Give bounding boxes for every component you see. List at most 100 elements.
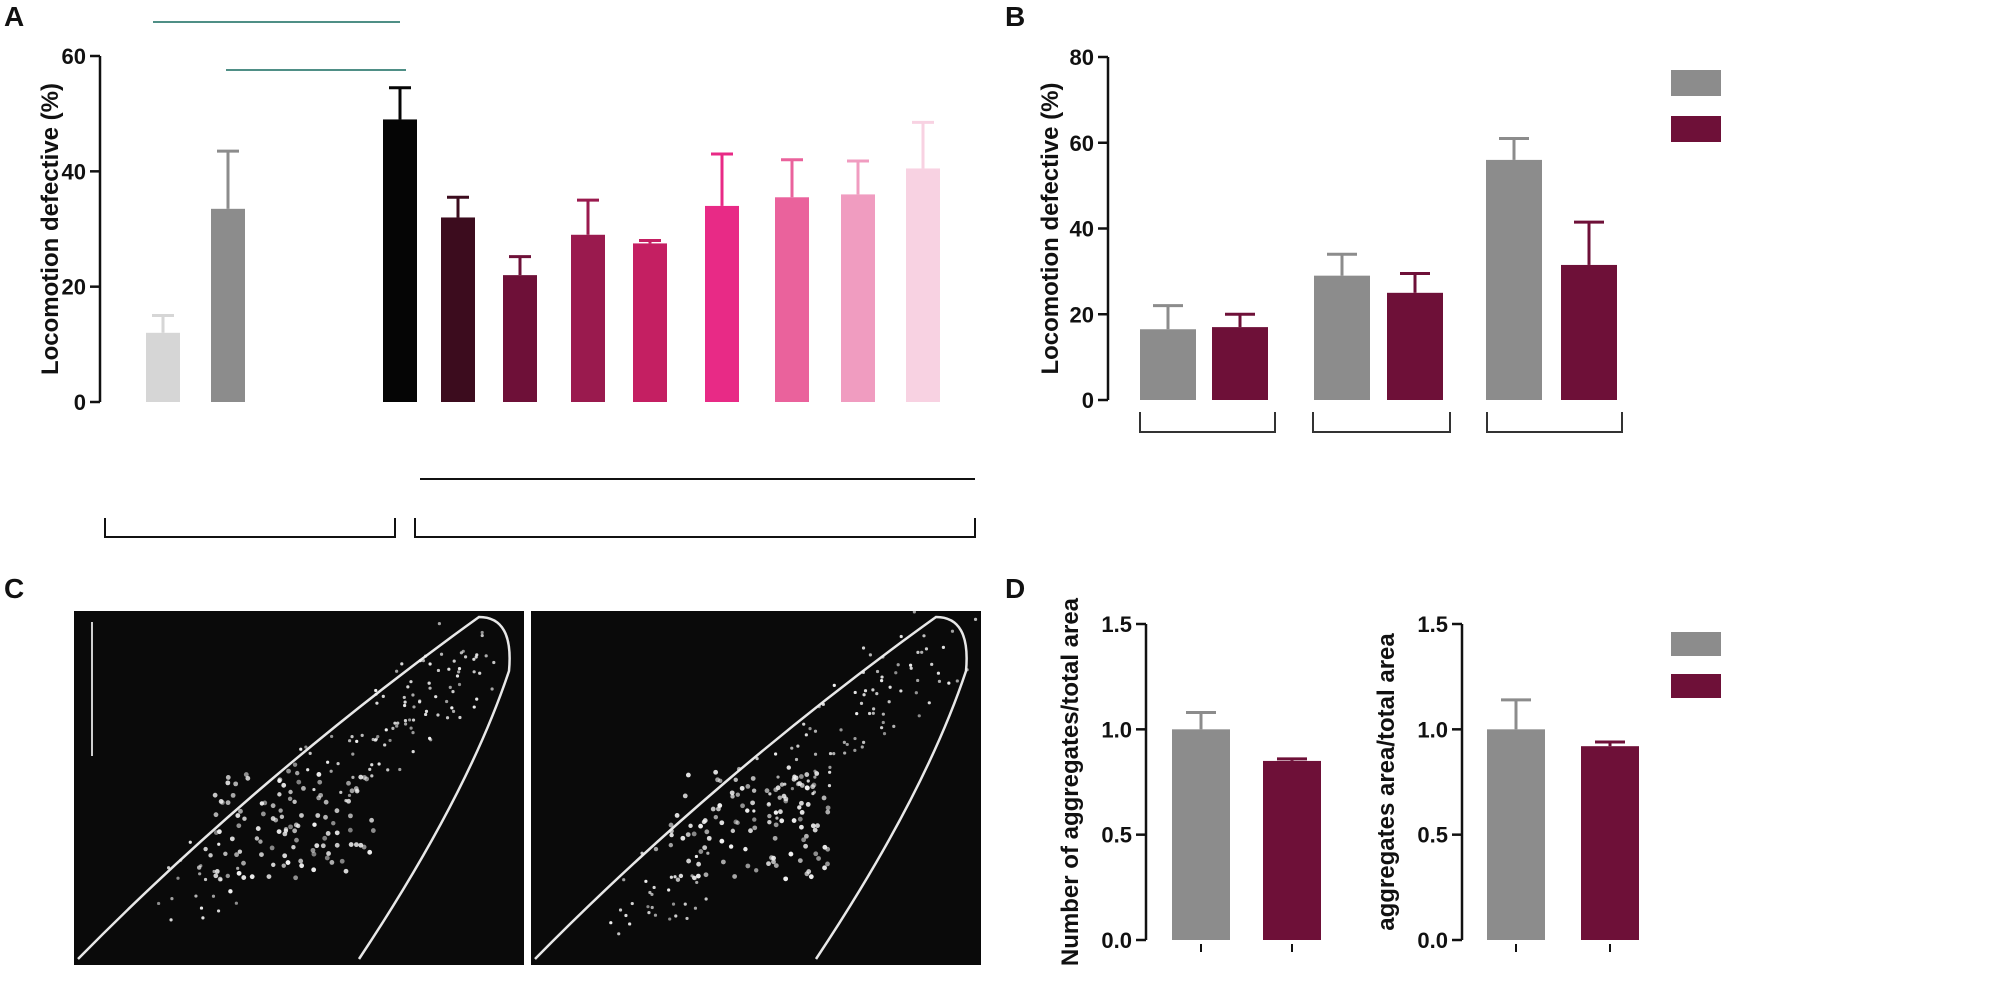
fluorescent-aggregate [745,863,751,869]
fluorescent-aggregate [804,785,810,791]
fluorescent-aggregate [914,691,918,695]
fluorescent-aggregate [236,870,242,876]
fluorescent-aggregate [285,860,291,865]
panel-label-d: D [1005,573,1025,604]
fluorescent-aggregate [804,772,810,777]
fluorescent-aggregate [855,712,859,716]
chart-d2-bar-1 [1581,746,1639,940]
fluorescent-aggregate [799,824,804,830]
fluorescent-aggregate [698,849,704,854]
fluorescent-aggregate [316,795,322,801]
fluorescent-aggregate [374,692,378,696]
chart-b-bar-1-0 [1212,327,1268,400]
fluorescent-aggregate [941,645,946,650]
fluorescent-aggregate [678,873,684,879]
fluorescent-aggregate [455,674,460,678]
fluorescent-aggregate [695,873,701,879]
fluorescent-aggregate [424,712,428,717]
fluorescent-aggregate [644,879,648,883]
chart-b-legend-swatch-0 [1671,70,1721,96]
fluorescent-aggregate [308,751,312,755]
chart-a-bar-5 [571,234,605,402]
fluorescent-aggregate [339,790,343,794]
fluorescent-aggregate [277,792,282,797]
fluorescent-aggregate [752,825,758,831]
fluorescent-aggregate [225,775,231,780]
fluorescent-aggregate [650,905,654,910]
fluorescent-aggregate [908,663,913,667]
fluorescent-aggregate [808,874,814,880]
fluorescent-aggregate [868,653,872,657]
fluorescent-aggregate [773,822,779,828]
fluorescent-aggregate [704,897,708,901]
fluorescent-aggregate [646,905,650,909]
fluorescent-aggregate [388,738,392,743]
fluorescent-aggregate [862,740,866,744]
fluorescent-aggregate [899,689,903,693]
fluorescent-aggregate [853,736,857,741]
fluorescent-aggregate [295,770,300,776]
chart-a-bar-6 [633,243,667,402]
fluorescent-aggregate [752,817,757,822]
fluorescent-aggregate [225,780,231,786]
fluorescent-aggregate [451,690,455,694]
fluorescent-aggregate [768,792,772,796]
fluorescent-aggregate [369,817,374,823]
fluorescent-aggregate [735,792,741,797]
fluorescent-aggregate [667,888,671,892]
fluorescent-aggregate [719,820,725,826]
fluorescent-aggregate [225,800,231,806]
fluorescent-aggregate [730,794,735,799]
fluorescent-aggregate [241,860,246,866]
fluorescent-aggregate [715,777,720,783]
fluorescent-aggregate [323,799,329,805]
chart-a-bar-10 [906,168,940,402]
fluorescent-aggregate [720,859,726,865]
fluorescent-aggregate [797,816,803,822]
fluorescent-aggregate [624,913,628,918]
fluorescent-aggregate [292,828,298,834]
chart-a-bar-0 [146,332,180,402]
fluorescent-aggregate [243,772,249,777]
panel-label-a: A [4,1,24,32]
fluorescent-aggregate [875,691,879,696]
fluorescent-aggregate [451,709,456,713]
fluorescent-aggregate [668,822,674,828]
fluorescent-aggregate [299,813,304,818]
fluorescent-aggregate [861,646,866,650]
fluorescent-aggregate [719,838,725,844]
fluorescent-aggregate [434,695,438,699]
fluorescent-aggregate [472,657,476,661]
fluorescent-aggregate [965,668,969,672]
fluorescent-aggregate [739,785,745,791]
fluorescent-aggregate [418,659,422,663]
fluorescent-aggregate [348,842,354,847]
fluorescent-aggregate [457,682,462,687]
fluorescent-aggregate [881,720,885,725]
fluorescent-aggregate [234,901,238,905]
fluorescent-aggregate [799,809,805,815]
fluorescent-aggregate [411,693,415,697]
fluorescent-aggregate [262,800,268,806]
fluorescent-aggregate [428,662,432,666]
fluorescent-aggregate [796,744,800,748]
chart-a-y-tick-label: 40 [62,159,86,184]
fluorescent-aggregate [170,897,174,901]
fluorescent-aggregate [794,757,799,762]
fluorescent-aggregate [680,835,686,841]
panel-label-c: C [4,573,24,604]
fluorescent-aggregate [157,901,161,906]
chart-a: 0 20 40 60 Locomotion defective (%) [37,21,976,538]
fluorescent-aggregate [745,784,751,789]
fluorescent-aggregate [278,808,283,813]
fluorescent-aggregate [375,701,379,705]
fluorescent-aggregate [233,781,239,787]
fluorescent-aggregate [881,712,885,716]
chart-d1-bar-0 [1172,729,1230,940]
chart-b-y-tick-label: 0 [1082,388,1094,413]
fluorescent-aggregate [472,670,476,674]
fluorescent-aggregate [673,875,677,879]
micrograph-image-1 [531,611,981,965]
chart-d2-legend-swatch-0 [1671,632,1721,656]
fluorescent-aggregate [773,810,779,815]
